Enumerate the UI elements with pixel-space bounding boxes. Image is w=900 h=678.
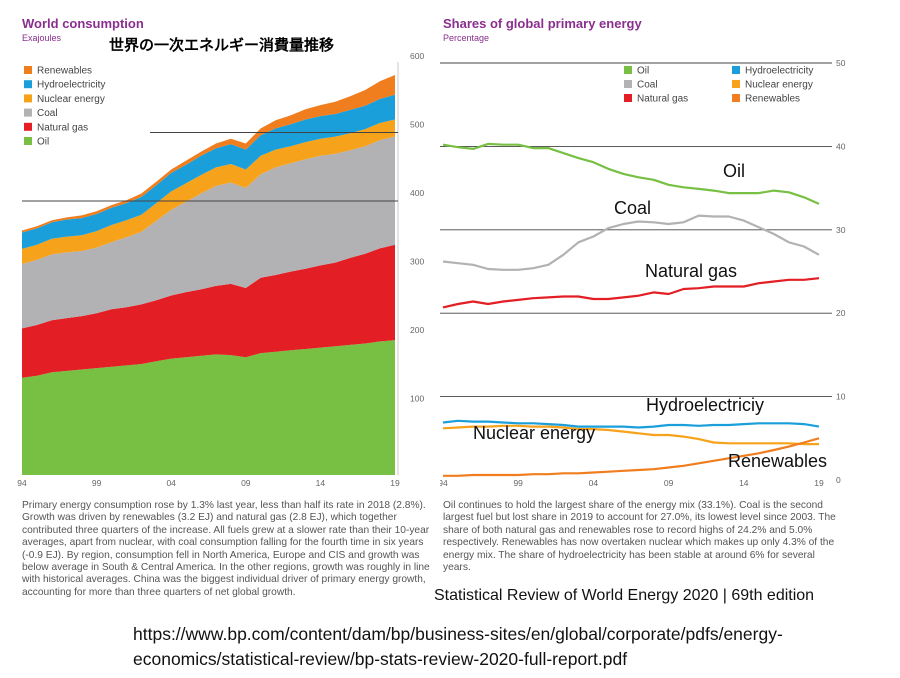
line-natural-gas: [442, 277, 820, 309]
source-url[interactable]: https://www.bp.com/content/dam/bp/busine…: [133, 624, 783, 669]
legend-label-natural-gas: Natural gas: [37, 122, 88, 133]
y-tick-label-40: 40: [836, 141, 846, 151]
left-chart-title: World consumption: [22, 16, 144, 31]
x-tick-label-19: 19: [390, 478, 400, 488]
y-tick-label-20: 20: [836, 308, 846, 318]
left-description: Primary energy consumption rose by 1.3% …: [22, 500, 430, 598]
area-coal: [22, 136, 395, 329]
x-tick-label-99: 99: [513, 478, 523, 488]
legend-swatch-renewables: [732, 94, 740, 102]
x-tick-label-14: 14: [316, 478, 326, 488]
legend-label-renewables: Renewables: [745, 94, 800, 105]
y-tick-label-600: 600: [410, 51, 424, 61]
legend-label-coal: Coal: [37, 108, 58, 119]
line-coal: [442, 214, 820, 271]
legend-swatch-hydroelectricity: [24, 80, 32, 89]
legend-swatch-nuclear-energy: [24, 94, 32, 103]
y-tick-label-500: 500: [410, 120, 424, 130]
right-chart-title: Shares of global primary energy: [443, 16, 642, 31]
legend-label-coal: Coal: [637, 80, 658, 91]
right-description: Oil continues to hold the largest share …: [443, 500, 836, 574]
area-hydroelectricity: [22, 94, 395, 249]
x-tick-label-04: 04: [589, 478, 599, 488]
series-label-nuclear-energy: Nuclear energy: [473, 423, 595, 443]
area-renewables: [22, 75, 395, 233]
x-tick-label-04: 04: [166, 478, 176, 488]
x-tick-label-94: 94: [17, 478, 27, 488]
x-tick-label-09: 09: [241, 478, 251, 488]
legend-label-renewables: Renewables: [37, 66, 92, 77]
legend-label-hydroelectricity: Hydroelectricity: [37, 80, 105, 91]
japanese-title: 世界の一次エネルギー消費量推移: [109, 36, 335, 54]
series-label-oil: Oil: [723, 161, 745, 181]
series-label-hydroelectricity: Hydroelectriciy: [646, 395, 764, 415]
left-chart-subtitle: Exajoules: [22, 33, 62, 43]
y-tick-label-200: 200: [410, 325, 424, 335]
area-nuclear-energy: [22, 119, 395, 264]
line-renewables: [443, 437, 820, 477]
y-tick-label-300: 300: [410, 257, 424, 267]
energy-shares-chart: 0 10 20 30 40 50 94 99 04 09 14 19 Oil Hydroelectrici…: [440, 58, 846, 488]
legend-label-hydroelectricity: Hydroelectricity: [745, 66, 813, 77]
y-tick-label-400: 400: [410, 188, 424, 198]
x-tick-label-99: 99: [92, 478, 102, 488]
x-tick-label-94: 94: [440, 478, 448, 488]
y-tick-label-50: 50: [836, 58, 846, 68]
legend-swatch-oil: [24, 137, 32, 145]
series-label-coal: Coal: [614, 198, 651, 218]
series-label-renewables: Renewables: [728, 451, 827, 471]
source-caption: Statistical Review of World Energy 2020 …: [434, 587, 815, 604]
line-hydroelectricity: [442, 419, 820, 429]
right-chart-subtitle: Percentage: [443, 33, 490, 43]
legend-swatch-coal: [24, 108, 32, 117]
area-oil: [22, 340, 395, 475]
legend-swatch-renewables: [24, 66, 32, 74]
y-tick-label-30: 30: [836, 225, 846, 235]
y-tick-label-10: 10: [836, 392, 846, 402]
legend-swatch-nuclear-energy: [732, 80, 740, 88]
legend-label-oil: Oil: [37, 137, 49, 148]
legend-swatch-natural-gas: [624, 94, 632, 102]
y-tick-label-100: 100: [410, 394, 424, 404]
line-oil: [442, 142, 820, 205]
x-tick-label-14: 14: [739, 478, 749, 488]
legend-swatch-natural-gas: [24, 122, 32, 131]
legend-swatch-hydroelectricity: [732, 66, 740, 74]
y-tick-label-0: 0: [836, 475, 841, 485]
series-label-natural-gas: Natural gas: [645, 261, 737, 281]
legend-label-natural-gas: Natural gas: [637, 94, 688, 105]
area-natural-gas: [22, 244, 395, 378]
legend-label-nuclear-energy: Nuclear energy: [745, 80, 813, 91]
legend-swatch-coal: [624, 80, 632, 88]
legend-label-nuclear-energy: Nuclear energy: [37, 94, 105, 105]
legend-label-oil: Oil: [637, 66, 649, 77]
line-nuclear-energy: [442, 424, 819, 446]
x-tick-label-09: 09: [664, 478, 674, 488]
x-tick-label-19: 19: [814, 478, 824, 488]
legend-swatch-oil: [624, 66, 632, 74]
world-consumption-chart: 100 200 300 400 500 600 94 99 04 09 14 19 Renewables…: [17, 51, 424, 488]
